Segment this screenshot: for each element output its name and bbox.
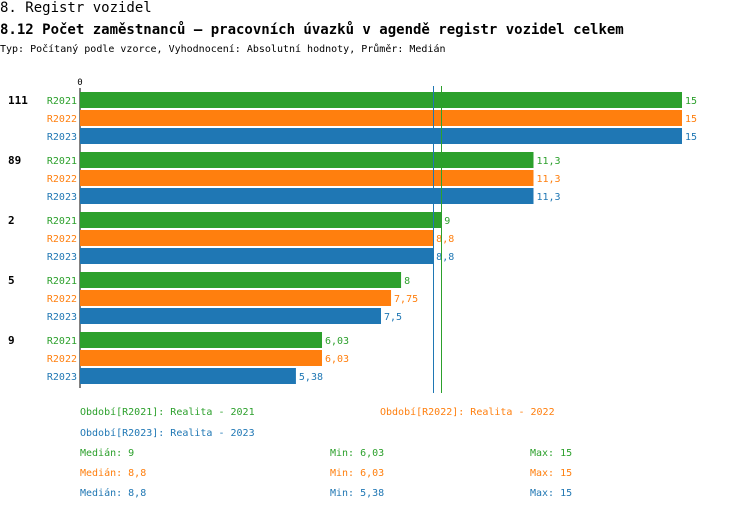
bar-value-label: 6,03 <box>325 354 349 365</box>
series-label: R2023 <box>47 372 77 383</box>
bar <box>80 152 534 168</box>
series-label: R2022 <box>47 294 77 305</box>
bar <box>80 290 392 306</box>
group-label: 9 <box>8 334 15 347</box>
max-stat-r2023: Max: 15 <box>530 488 573 499</box>
bar-value-label: 11,3 <box>537 156 561 167</box>
bar <box>80 170 534 186</box>
group-label: 111 <box>8 94 28 107</box>
group-label: 2 <box>8 214 15 227</box>
median-stat-r2023: Medián: 8,8 <box>80 488 147 499</box>
section-title: 8. Registr vozidel <box>0 0 152 16</box>
series-label: R2022 <box>47 174 77 185</box>
bar <box>80 128 682 144</box>
bar-value-label: 9 <box>444 216 450 227</box>
series-label: R2022 <box>47 114 77 125</box>
series-label: R2023 <box>47 132 77 143</box>
bar-value-label: 15 <box>685 96 697 107</box>
bar <box>80 272 402 288</box>
axis-zero-label: 0 <box>77 78 82 88</box>
bar-value-label: 11,3 <box>537 174 561 185</box>
bar <box>80 248 434 264</box>
legend-r2021: Období[R2021]: Realita - 2021 <box>80 407 255 418</box>
median-stat-r2021: Medián: 9 <box>80 448 135 459</box>
series-label: R2021 <box>47 276 77 287</box>
series-label: R2021 <box>47 156 77 167</box>
group-label: 5 <box>8 274 15 287</box>
bar-value-label: 15 <box>685 132 697 143</box>
bar-value-label: 8,8 <box>436 252 454 263</box>
bar-value-label: 11,3 <box>537 192 561 203</box>
chart-type-line: Typ: Počítaný podle vzorce, Vyhodnocení:… <box>0 44 446 55</box>
bar <box>80 110 682 126</box>
bar <box>80 308 381 324</box>
bar-value-label: 5,38 <box>299 372 323 383</box>
series-label: R2023 <box>47 312 77 323</box>
bar-value-label: 8,8 <box>436 234 454 245</box>
min-stat-r2023: Min: 5,38 <box>330 488 385 499</box>
series-label: R2021 <box>47 216 77 227</box>
series-label: R2022 <box>47 354 77 365</box>
bar-value-label: 8 <box>404 276 410 287</box>
max-stat-r2021: Max: 15 <box>530 448 573 459</box>
bar <box>80 350 323 366</box>
median-stat-r2022: Medián: 8,8 <box>80 468 147 479</box>
bar <box>80 92 682 108</box>
series-label: R2022 <box>47 234 77 245</box>
series-label: R2021 <box>47 336 77 347</box>
bar <box>80 230 434 246</box>
bar-value-label: 15 <box>685 114 697 125</box>
bar-value-label: 6,03 <box>325 336 349 347</box>
max-stat-r2022: Max: 15 <box>530 468 573 479</box>
legend-r2022: Období[R2022]: Realita - 2022 <box>380 407 555 418</box>
bar <box>80 368 296 384</box>
legend-r2023: Období[R2023]: Realita - 2023 <box>80 428 255 439</box>
bar <box>80 212 442 228</box>
min-stat-r2022: Min: 6,03 <box>330 468 385 479</box>
bar <box>80 332 323 348</box>
bar-value-label: 7,5 <box>384 312 402 323</box>
group-label: 89 <box>8 154 21 167</box>
series-label: R2021 <box>47 96 77 107</box>
series-label: R2023 <box>47 252 77 263</box>
min-stat-r2021: Min: 6,03 <box>330 448 385 459</box>
bar <box>80 188 534 204</box>
chart-title: 8.12 Počet zaměstnanců – pracovních úvaz… <box>0 22 624 38</box>
bar-value-label: 7,75 <box>394 294 418 305</box>
series-label: R2023 <box>47 192 77 203</box>
